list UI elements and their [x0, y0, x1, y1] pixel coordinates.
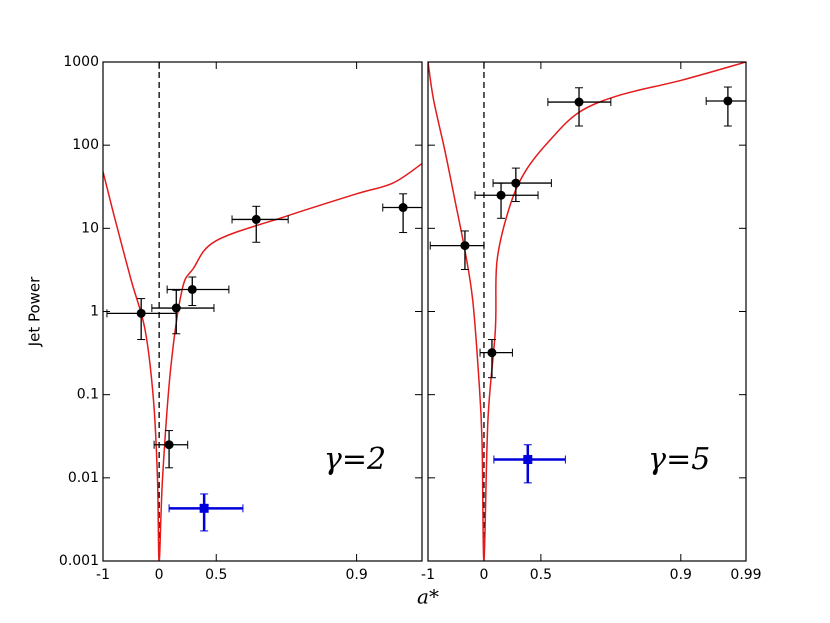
y-tick-label: 0.01	[68, 470, 99, 486]
plot-frame	[427, 61, 747, 562]
data-point	[723, 96, 733, 106]
y-tick-label: 0.1	[77, 387, 99, 403]
y-tick-label: 100	[72, 137, 99, 153]
x-tick-label: 0.5	[205, 567, 227, 583]
x-tick-label: 0.5	[530, 567, 552, 583]
data-point	[398, 203, 408, 213]
data-point	[251, 214, 261, 224]
data-point	[496, 190, 506, 200]
x-tick-label: 0.99	[730, 567, 761, 583]
y-axis-label: Jet Power	[26, 276, 44, 347]
data-point	[199, 503, 209, 513]
y-tick-label: 1	[90, 304, 99, 320]
data-point	[171, 303, 181, 313]
data-point	[136, 308, 146, 318]
x-tick-label: 0.9	[670, 567, 692, 583]
model-curve	[428, 62, 746, 561]
data-point	[487, 348, 497, 358]
x-axis-label: a*	[417, 585, 439, 609]
y-tick-label: 10	[81, 220, 99, 236]
x-tick-label: -1	[96, 567, 110, 583]
x-tick-label: 0	[155, 567, 164, 583]
annotation: γ=2	[324, 442, 386, 477]
x-tick-label: 0.9	[345, 567, 367, 583]
data-point	[187, 284, 197, 294]
plot-frame	[102, 61, 423, 562]
x-tick-label: 0	[480, 567, 489, 583]
data-point	[460, 241, 470, 251]
data-point	[164, 440, 174, 450]
x-tick-label: -1	[421, 567, 435, 583]
model-curve	[103, 162, 422, 561]
data-point	[511, 178, 521, 188]
data-point	[574, 97, 584, 107]
annotation: γ=5	[648, 442, 710, 477]
data-point	[523, 455, 533, 465]
y-tick-label: 0.001	[59, 553, 99, 569]
y-tick-label: 1000	[63, 54, 99, 70]
